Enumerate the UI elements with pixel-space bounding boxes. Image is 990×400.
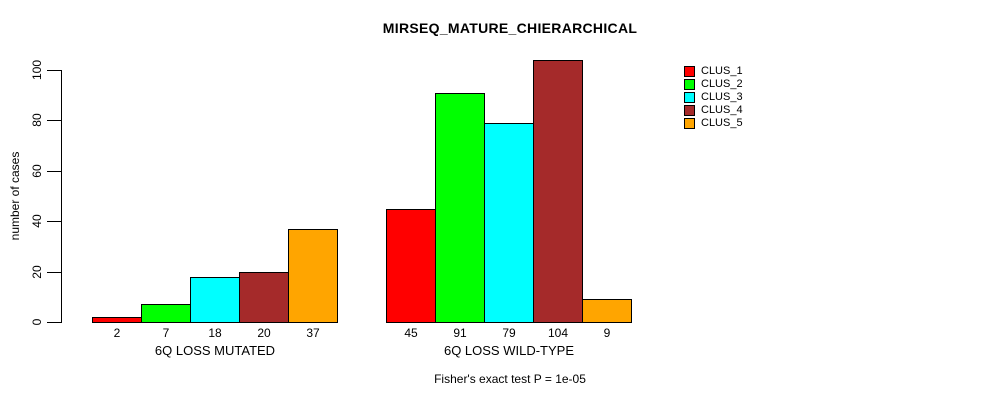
group-label-2: 6Q LOSS WILD-TYPE [443, 343, 575, 358]
legend-swatch-clus_2 [684, 79, 695, 90]
y-tick-label: 40 [30, 214, 44, 228]
legend-item-clus_4: CLUS_4 [684, 105, 743, 116]
bar-clus_2-group2 [435, 93, 485, 323]
legend-item-clus_2: CLUS_2 [684, 79, 743, 90]
legend-label: CLUS_4 [701, 104, 743, 116]
legend-label: CLUS_5 [701, 117, 743, 129]
y-axis-label: number of cases [8, 151, 22, 241]
bar-value-label: 18 [208, 326, 222, 340]
bar-clus_5-group1 [288, 229, 338, 323]
y-tick-mark [47, 221, 61, 222]
bar-value-label: 91 [453, 326, 467, 340]
y-tick-label: 20 [30, 265, 44, 279]
y-axis-line [61, 70, 62, 323]
y-tick-mark [47, 70, 61, 71]
legend-label: CLUS_2 [701, 78, 743, 90]
bar-value-label: 2 [113, 326, 121, 340]
group-label-1: 6Q LOSS MUTATED [154, 343, 276, 358]
legend-item-clus_1: CLUS_1 [684, 66, 743, 77]
bar-value-label: 45 [404, 326, 418, 340]
bar-clus_5-group2 [582, 299, 632, 323]
bar-value-label: 7 [162, 326, 170, 340]
y-tick-mark [47, 322, 61, 323]
legend-swatch-clus_3 [684, 92, 695, 103]
bar-clus_3-group2 [484, 123, 534, 323]
bar-clus_1-group1 [92, 317, 142, 323]
y-tick-label: 0 [30, 318, 44, 326]
legend-label: CLUS_3 [701, 91, 743, 103]
y-tick-mark [47, 272, 61, 273]
bar-clus_4-group1 [239, 272, 289, 323]
y-tick-label: 100 [30, 59, 44, 81]
bar-value-label: 9 [603, 326, 611, 340]
bar-clus_4-group2 [533, 60, 583, 323]
legend-label: CLUS_1 [701, 65, 743, 77]
bar-value-label: 37 [306, 326, 320, 340]
bar-value-label: 104 [547, 326, 569, 340]
bar-value-label: 20 [257, 326, 271, 340]
y-tick-label: 80 [30, 113, 44, 127]
bar-clus_1-group2 [386, 209, 436, 323]
y-tick-label: 60 [30, 164, 44, 178]
bar-value-label: 79 [502, 326, 516, 340]
footnote-annotation: Fisher's exact test P = 1e-05 [434, 372, 586, 386]
legend-item-clus_3: CLUS_3 [684, 92, 743, 103]
bar-clus_3-group1 [190, 277, 240, 323]
legend-swatch-clus_1 [684, 66, 695, 77]
bar-clus_2-group1 [141, 304, 191, 323]
y-tick-mark [47, 120, 61, 121]
y-tick-mark [47, 171, 61, 172]
legend: CLUS_1 CLUS_2 CLUS_3 CLUS_4 CLUS_5 [684, 66, 743, 131]
legend-swatch-clus_4 [684, 105, 695, 116]
legend-item-clus_5: CLUS_5 [684, 118, 743, 129]
legend-swatch-clus_5 [684, 118, 695, 129]
chart-title: MIRSEQ_MATURE_CHIERARCHICAL [382, 20, 638, 36]
